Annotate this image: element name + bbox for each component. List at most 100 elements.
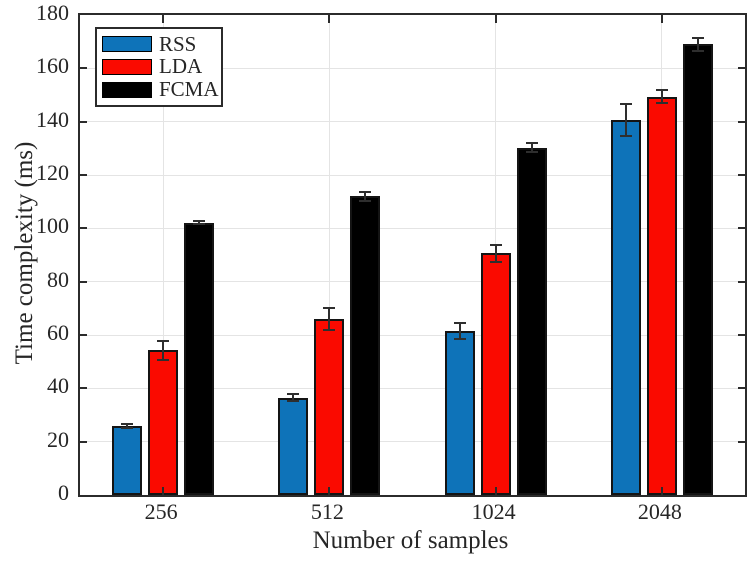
x-tick-label: 512 <box>310 499 344 524</box>
error-bar-cap-bottom <box>287 400 300 403</box>
legend-item-fcma: FCMA <box>102 77 221 102</box>
error-bar-cap-top <box>453 322 466 324</box>
legend-item-rss: RSS <box>102 31 221 56</box>
h-gridline <box>80 174 745 176</box>
y-tick-label: 120 <box>36 160 69 185</box>
error-bar-cap-bottom <box>323 328 336 331</box>
bar-lda-256 <box>148 350 179 495</box>
error-bar-line <box>458 323 461 339</box>
error-bar-cap-top <box>525 142 538 145</box>
legend-swatch-rss <box>102 36 152 53</box>
x-tick-mark-bottom <box>328 487 331 495</box>
error-bar-line <box>126 423 129 428</box>
bar-rss-2048 <box>610 120 641 495</box>
error-bar-cap-top <box>323 307 336 310</box>
x-tick-mark-bottom <box>660 487 663 495</box>
y-tick-mark-left <box>80 120 87 123</box>
bar-fcma-2048 <box>682 44 713 495</box>
error-bar-cap-top <box>619 103 632 106</box>
error-bar-line <box>292 394 295 402</box>
plot-area <box>78 13 747 497</box>
error-bar-cap-top <box>489 243 502 246</box>
legend: RSS LDA FCMA <box>95 27 223 107</box>
bar-lda-2048 <box>646 96 677 495</box>
y-tick-mark-right <box>738 280 745 283</box>
y-tick-label: 100 <box>36 213 69 239</box>
error-bar-line <box>624 104 627 137</box>
error-bar-line <box>530 143 533 152</box>
bar-rss-1024 <box>444 331 475 495</box>
x-tick-mark-bottom <box>162 487 165 495</box>
bar-fcma-256 <box>184 222 215 495</box>
y-tick-mark-left <box>80 174 87 176</box>
bar-rss-256 <box>112 425 143 495</box>
error-bar-cap-bottom <box>193 223 206 226</box>
h-gridline <box>80 67 745 69</box>
x-tick-mark-top <box>494 15 497 23</box>
error-bar-cap-bottom <box>655 102 668 105</box>
error-bar-line <box>162 340 165 361</box>
y-tick-label: 180 <box>36 0 69 25</box>
h-gridline <box>80 334 745 336</box>
bar-fcma-512 <box>350 196 381 495</box>
bar-lda-1024 <box>480 253 511 495</box>
h-gridline <box>80 121 745 123</box>
legend-label-lda: LDA <box>159 54 203 79</box>
error-bar-cap-top <box>359 190 372 193</box>
y-tick-mark-left <box>80 280 87 283</box>
error-bar-line <box>696 37 699 51</box>
bar-fcma-1024 <box>516 147 547 495</box>
legend-swatch-fcma <box>102 81 152 98</box>
legend-label-fcma: FCMA <box>159 77 219 102</box>
error-bar-line <box>660 89 663 104</box>
y-tick-label: 60 <box>47 320 69 345</box>
error-bar-cap-bottom <box>691 50 704 52</box>
error-bar-cap-bottom <box>489 260 502 263</box>
y-tick-mark-left <box>80 387 87 390</box>
error-bar-cap-bottom <box>157 359 170 362</box>
h-gridline <box>80 441 745 443</box>
y-tick-label: 20 <box>47 426 69 452</box>
error-bar-line <box>364 191 367 202</box>
bar-rss-512 <box>278 397 309 495</box>
y-tick-mark-left <box>80 227 87 230</box>
error-bar-line <box>494 244 497 262</box>
y-tick-label: 0 <box>58 480 69 505</box>
error-bar-line <box>328 308 331 330</box>
x-axis-title: Number of samples <box>312 527 509 554</box>
error-bar-cap-bottom <box>453 338 466 340</box>
error-bar-cap-bottom <box>619 135 632 138</box>
error-bar-cap-top <box>157 339 170 342</box>
h-gridline <box>80 281 745 283</box>
y-tick-label: 80 <box>47 266 69 292</box>
y-tick-label: 140 <box>36 106 69 132</box>
h-gridline <box>80 227 745 229</box>
v-gridline <box>162 15 164 495</box>
error-bar-line <box>198 221 201 225</box>
error-bar-cap-top <box>655 88 668 91</box>
y-tick-mark-right <box>738 174 745 176</box>
y-tick-mark-right <box>738 387 745 390</box>
error-bar-cap-bottom <box>121 426 134 429</box>
bar-lda-512 <box>314 319 345 495</box>
y-tick-label: 40 <box>47 373 69 399</box>
error-bar-cap-bottom <box>359 200 372 203</box>
y-tick-mark-left <box>80 67 87 70</box>
x-tick-label: 1024 <box>471 499 516 524</box>
legend-swatch-lda <box>102 58 152 75</box>
y-tick-mark-right <box>738 120 745 123</box>
error-bar-cap-top <box>287 393 300 396</box>
error-bar-cap-top <box>193 220 206 223</box>
y-tick-mark-left <box>80 440 87 443</box>
v-gridline <box>328 15 330 495</box>
x-tick-mark-top <box>162 15 165 23</box>
x-tick-mark-top <box>328 15 331 23</box>
legend-label-rss: RSS <box>159 31 197 56</box>
legend-item-lda: LDA <box>102 54 221 79</box>
y-tick-mark-right <box>738 334 745 336</box>
y-tick-mark-right <box>738 67 745 70</box>
x-tick-mark-top <box>660 15 663 23</box>
y-tick-mark-left <box>80 334 87 336</box>
y-tick-mark-right <box>738 440 745 443</box>
